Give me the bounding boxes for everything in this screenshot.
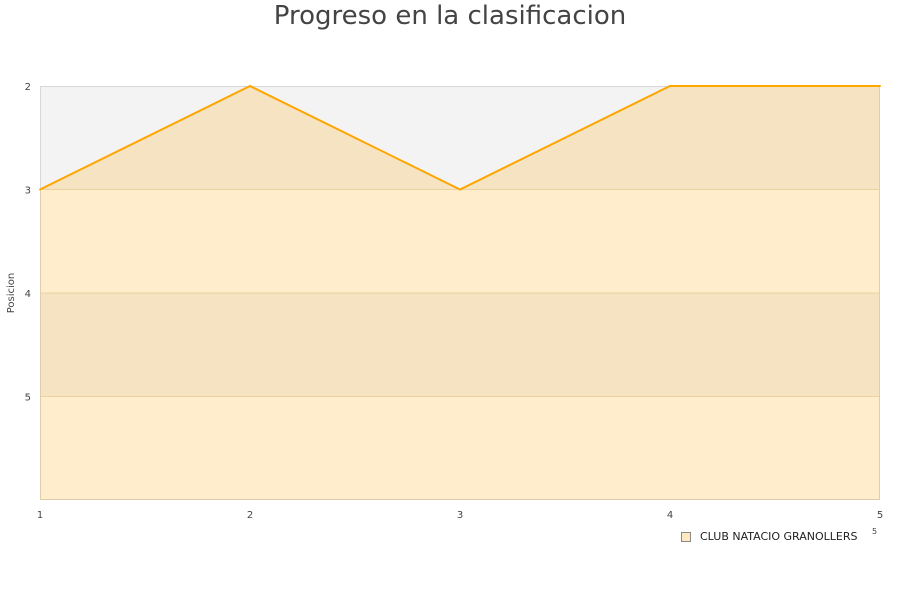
plot-border bbox=[40, 86, 880, 500]
grid-band bbox=[40, 86, 880, 190]
grid-band bbox=[40, 189, 880, 293]
data-point bbox=[669, 85, 671, 87]
x-tick-label: 5 bbox=[877, 510, 883, 521]
data-point bbox=[39, 188, 41, 191]
chart-title: Progreso en la clasificacion bbox=[273, 1, 627, 31]
data-point bbox=[459, 188, 461, 191]
legend-extra-text: 5 bbox=[872, 527, 878, 536]
legend-label: CLUB NATACIO GRANOLLERS bbox=[700, 530, 858, 543]
grid-band bbox=[40, 293, 880, 397]
y-tick-label: 3 bbox=[25, 186, 31, 197]
legend[interactable]: CLUB NATACIO GRANOLLERS bbox=[681, 530, 858, 543]
series-area bbox=[40, 86, 880, 500]
x-tick-label: 1 bbox=[37, 510, 43, 521]
data-point bbox=[879, 85, 881, 87]
y-tick-label: 2 bbox=[25, 82, 31, 93]
grid-band bbox=[40, 396, 880, 500]
y-axis-label: Posicion bbox=[6, 273, 17, 314]
x-tick-label: 3 bbox=[457, 510, 463, 521]
y-tick-label: 4 bbox=[25, 289, 31, 300]
x-tick-label: 4 bbox=[667, 510, 673, 521]
y-tick-label: 5 bbox=[25, 393, 31, 404]
data-point bbox=[249, 85, 251, 87]
x-tick-label: 2 bbox=[247, 510, 253, 521]
legend-swatch bbox=[681, 531, 691, 542]
